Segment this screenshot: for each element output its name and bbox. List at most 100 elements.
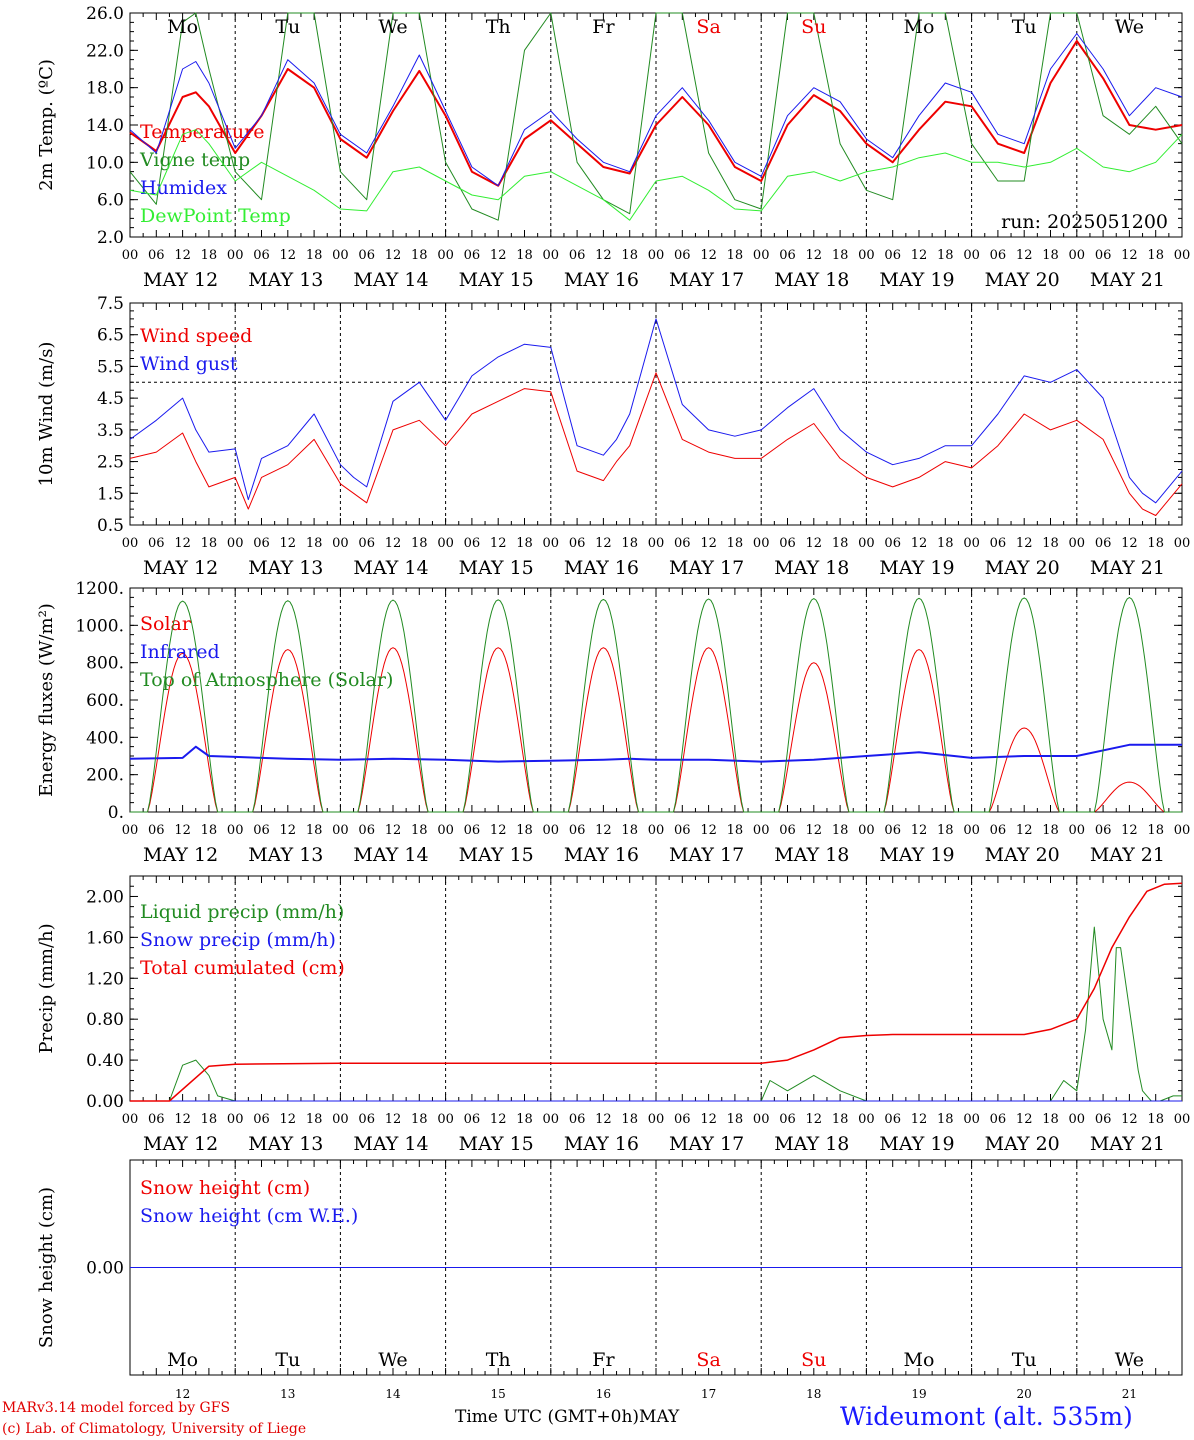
hour-tick-label: 00 [332, 1112, 349, 1127]
hour-tick-label: 06 [990, 536, 1007, 551]
hour-tick-label: 00 [753, 823, 770, 838]
hour-tick-label: 00 [858, 823, 875, 838]
date-label: MAY 21 [1090, 1133, 1165, 1155]
weekday-label: Tu [1012, 1349, 1037, 1371]
hour-tick-label: 06 [1095, 1112, 1112, 1127]
hour-tick-label: 18 [1042, 1112, 1059, 1127]
y-tick-label: 0. [108, 803, 124, 823]
hour-tick-label: 06 [569, 248, 586, 263]
y-tick-label: 0.40 [86, 1051, 124, 1071]
hour-tick-label: 18 [1042, 248, 1059, 263]
hour-tick-label: 12 [700, 536, 717, 551]
hour-tick-label: 12 [700, 1112, 717, 1127]
hour-tick-label: 18 [1147, 536, 1164, 551]
hour-tick-label: 06 [253, 248, 270, 263]
y-axis-label-wind: 10m Wind (m/s) [36, 342, 57, 487]
hour-tick-label: 06 [253, 1112, 270, 1127]
hour-tick-label: 18 [727, 248, 744, 263]
hour-tick-label: 06 [148, 248, 165, 263]
date-label: MAY 15 [459, 844, 534, 866]
hour-tick-label: 12 [490, 823, 507, 838]
hour-tick-label: 18 [621, 248, 638, 263]
hour-ticks [129, 876, 1183, 1101]
y-minor-ticks [130, 302, 1182, 526]
series-line-wind-1 [129, 318, 1183, 504]
hour-tick-label: 06 [464, 823, 481, 838]
day-number-label: 20 [1017, 1387, 1032, 1401]
hour-tick-label: 18 [1147, 823, 1164, 838]
date-label: MAY 15 [459, 1133, 534, 1155]
weekday-label: Mo [167, 1349, 198, 1371]
hour-tick-label: 06 [990, 823, 1007, 838]
day-number-label: 19 [911, 1387, 926, 1401]
hour-tick-label: 06 [990, 248, 1007, 263]
hour-tick-label: 06 [674, 248, 691, 263]
hour-tick-label: 00 [332, 536, 349, 551]
series-line-precip-2 [130, 882, 1183, 1102]
hour-tick-label: 06 [358, 1112, 375, 1127]
hour-tick-label: 00 [122, 823, 139, 838]
hour-tick-label: 00 [437, 823, 454, 838]
y-tick-label: 0.80 [86, 1010, 124, 1030]
y-tick-label: 26.0 [86, 4, 124, 24]
date-label: MAY 15 [459, 557, 534, 579]
hour-tick-label: 00 [648, 248, 665, 263]
hour-tick-label: 06 [1095, 248, 1112, 263]
hour-tick-label: 00 [227, 823, 244, 838]
series-line-energy-1 [129, 743, 1182, 763]
hour-ticks [129, 588, 1183, 812]
date-label: MAY 13 [248, 557, 323, 579]
weekday-label: Mo [904, 16, 935, 38]
date-label: MAY 17 [669, 269, 744, 291]
hour-tick-label: 12 [280, 536, 297, 551]
hour-tick-label: 06 [253, 823, 270, 838]
hour-tick-label: 18 [516, 1112, 533, 1127]
hour-tick-label: 18 [411, 248, 428, 263]
hour-tick-label: 18 [1147, 248, 1164, 263]
hour-tick-label: 18 [937, 823, 954, 838]
y-tick-label: 4.5 [97, 389, 124, 409]
hour-tick-label: 12 [1121, 536, 1138, 551]
date-label: MAY 21 [1090, 844, 1165, 866]
y-tick-label: 6.5 [97, 326, 124, 346]
hour-tick-label: 18 [1042, 536, 1059, 551]
y-tick-label: 6.0 [97, 191, 124, 211]
date-label: MAY 18 [774, 1133, 849, 1155]
date-label: MAY 18 [774, 844, 849, 866]
hour-tick-label: 00 [543, 823, 560, 838]
hour-tick-label: 00 [858, 1112, 875, 1127]
date-label: MAY 12 [143, 844, 218, 866]
legend-entry-energy: Solar [140, 613, 192, 635]
date-label: MAY 19 [879, 557, 954, 579]
series-line-energy-2 [130, 597, 1182, 813]
legend-entry-snow: Snow height (cm) [140, 1177, 310, 1199]
day-number-label: 15 [491, 1387, 506, 1401]
hour-tick-label: 12 [1121, 823, 1138, 838]
hour-tick-label: 18 [937, 248, 954, 263]
date-label: MAY 13 [248, 1133, 323, 1155]
series-line-temp-1 [129, 12, 1183, 221]
hour-tick-label: 00 [1174, 248, 1191, 263]
legend-entry-precip: Snow precip (mm/h) [140, 929, 336, 951]
hour-tick-label: 00 [1174, 536, 1191, 551]
date-label: MAY 16 [564, 1133, 639, 1155]
lab-credit: (c) Lab. of Climatology, University of L… [2, 1421, 307, 1437]
hour-tick-label: 00 [858, 248, 875, 263]
hour-tick-label: 06 [884, 248, 901, 263]
hour-tick-label: 12 [806, 823, 823, 838]
y-tick-label: 1.60 [86, 928, 124, 948]
hour-tick-label: 18 [201, 1112, 218, 1127]
date-label: MAY 14 [353, 557, 428, 579]
weekday-label: We [378, 1349, 407, 1371]
date-label: MAY 17 [669, 844, 744, 866]
y-tick-label: 2.5 [97, 453, 124, 473]
station-label: Wideumont (alt. 535m) [840, 1402, 1133, 1431]
hour-tick-label: 18 [727, 823, 744, 838]
hour-tick-label: 18 [727, 536, 744, 551]
date-label: MAY 20 [985, 1133, 1060, 1155]
hour-tick-label: 00 [227, 1112, 244, 1127]
y-tick-label: 7.5 [97, 294, 124, 314]
day-number-label: 21 [1122, 1387, 1137, 1401]
hour-tick-label: 12 [280, 248, 297, 263]
hour-tick-label: 18 [832, 823, 849, 838]
